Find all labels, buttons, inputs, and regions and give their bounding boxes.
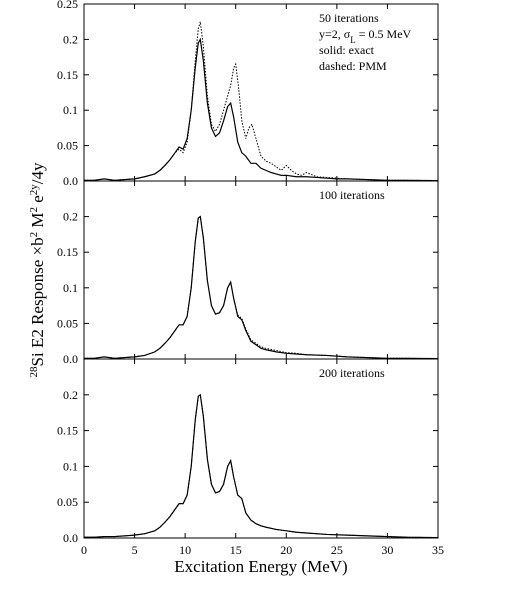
y-tick-label: 0.1: [63, 459, 78, 473]
y-tick-label: 0.1: [63, 103, 78, 117]
y-tick-label: 0.15: [57, 424, 78, 438]
y-tick-label: 0.15: [57, 68, 78, 82]
series-line-dashed: [84, 215, 439, 360]
y-tick-label: 0.0: [63, 531, 78, 545]
panel-annotation: 100 iterations: [319, 188, 385, 202]
y-tick-label: 0.2: [63, 210, 78, 224]
x-tick-label: 30: [381, 543, 393, 557]
panel-annotation: 200 iterations: [319, 366, 385, 380]
x-tick-label: 15: [230, 543, 242, 557]
y-tick-label: 0.05: [57, 495, 78, 509]
y-tick-label: 0.2: [63, 32, 78, 46]
x-tick-label: 20: [280, 543, 292, 557]
x-axis: 0 5 10 15 20 25 30 35: [81, 543, 444, 557]
x-tick-label: 10: [179, 543, 191, 557]
y-tick-label: 0.15: [57, 245, 78, 259]
y-tick-label: 0.0: [63, 352, 78, 366]
x-tick-label: 5: [132, 543, 138, 557]
y-tick-label: 0.1: [63, 281, 78, 295]
panel-1: 0.0 0.05 0.1 0.15 0.2 0.25 50 iterations y=2, σ…: [57, 0, 439, 188]
x-axis-title: Excitation Energy (MeV): [174, 557, 347, 576]
panel-annotation: y=2, σL = 0.5 MeV: [319, 27, 412, 45]
panel-frame: [83, 180, 439, 360]
panel-3: 0.0 0.05 0.1 0.15 0.2 200 iterations: [57, 358, 439, 545]
series-line-solid: [84, 393, 439, 539]
y-tick-label: 0.0: [63, 174, 78, 188]
series-line-solid: [84, 215, 439, 360]
panel-annotation: dashed: PMM: [319, 59, 387, 73]
panel-annotation: 50 iterations: [319, 11, 379, 25]
y-tick-label: 0.25: [57, 0, 78, 11]
y-tick-label: 0.05: [57, 139, 78, 153]
panel-2: 0.0 0.05 0.1 0.15 0.2 100 iterations: [57, 180, 439, 366]
panel-frame: [83, 358, 439, 539]
y-tick-label: 0.05: [57, 316, 78, 330]
series-line-solid: [84, 37, 439, 182]
y-axis-title: 28Si E2 Response ×b2 M2 e2y/4y: [28, 162, 47, 377]
panels-group: 0.0 0.05 0.1 0.15 0.2 0.25 50 iterations y=2, σ…: [57, 0, 439, 545]
x-tick-label: 0: [81, 543, 87, 557]
x-tick-label: 25: [331, 543, 343, 557]
y-tick-label: 0.2: [63, 388, 78, 402]
x-tick-label: 35: [432, 543, 444, 557]
series-line-dashed: [84, 393, 439, 539]
series-line-dashed: [84, 21, 439, 182]
panel-annotation: solid: exact: [319, 43, 375, 57]
